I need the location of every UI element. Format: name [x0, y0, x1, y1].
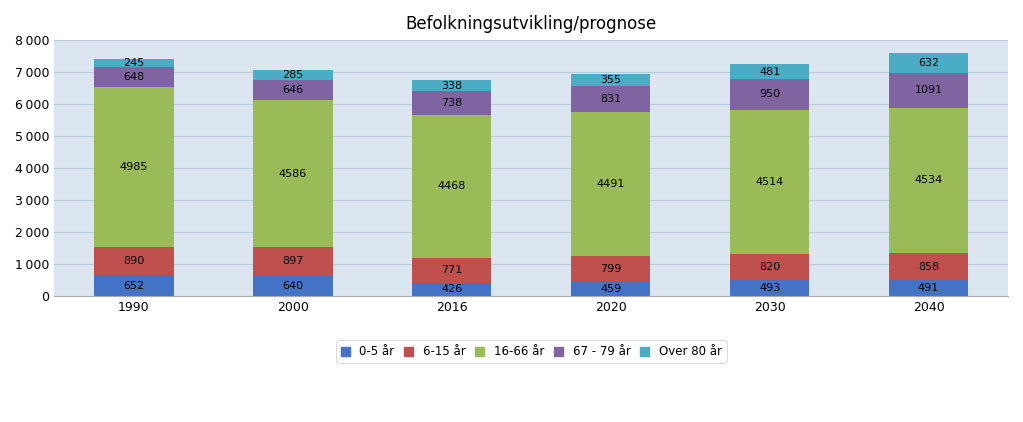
Text: 831: 831 — [601, 94, 621, 104]
Bar — [253, 70, 332, 79]
Text: 950: 950 — [759, 89, 781, 100]
Bar — [571, 112, 651, 256]
Bar — [253, 276, 332, 296]
Text: 646: 646 — [282, 85, 304, 95]
Bar — [889, 53, 968, 73]
Text: 4514: 4514 — [755, 177, 784, 187]
Text: 285: 285 — [282, 70, 304, 80]
Bar — [94, 275, 174, 296]
Bar — [729, 79, 809, 110]
Text: 426: 426 — [441, 284, 462, 294]
Text: 459: 459 — [601, 284, 621, 294]
Bar — [571, 281, 651, 296]
Text: 632: 632 — [918, 58, 939, 68]
Bar — [412, 81, 491, 91]
Bar — [412, 282, 491, 296]
Text: 1091: 1091 — [915, 85, 942, 95]
Bar — [571, 74, 651, 86]
Text: 897: 897 — [282, 256, 304, 266]
Text: 820: 820 — [759, 262, 781, 272]
Text: 481: 481 — [759, 67, 781, 76]
Text: 799: 799 — [599, 264, 621, 274]
Text: 245: 245 — [123, 57, 144, 68]
Text: 4586: 4586 — [278, 168, 307, 179]
Text: 652: 652 — [123, 281, 144, 291]
Bar — [889, 73, 968, 108]
Bar — [889, 281, 968, 296]
Bar — [889, 108, 968, 253]
Text: 338: 338 — [441, 81, 462, 91]
Bar — [253, 247, 332, 276]
Bar — [94, 59, 174, 67]
Bar — [253, 79, 332, 100]
Text: 4468: 4468 — [438, 181, 465, 191]
Text: 355: 355 — [601, 75, 621, 85]
Text: 738: 738 — [441, 98, 462, 108]
Text: 4985: 4985 — [120, 162, 148, 172]
Text: 493: 493 — [759, 283, 781, 293]
Bar — [729, 110, 809, 254]
Bar — [571, 256, 651, 281]
Bar — [412, 115, 491, 258]
Bar — [729, 64, 809, 79]
Bar — [94, 87, 174, 247]
Text: 890: 890 — [123, 256, 144, 266]
Bar — [412, 258, 491, 282]
Bar — [729, 254, 809, 280]
Text: 771: 771 — [441, 265, 462, 275]
Bar — [571, 86, 651, 112]
Text: 858: 858 — [918, 262, 939, 272]
Bar — [253, 100, 332, 247]
Text: 491: 491 — [918, 283, 939, 293]
Bar — [729, 280, 809, 296]
Legend: 0-5 år, 6-15 år, 16-66 år, 67 - 79 år, Over 80 år: 0-5 år, 6-15 år, 16-66 år, 67 - 79 år, O… — [336, 341, 726, 363]
Bar — [412, 91, 491, 115]
Bar — [94, 67, 174, 87]
Text: 640: 640 — [282, 281, 304, 291]
Bar — [94, 247, 174, 275]
Text: 4491: 4491 — [596, 179, 625, 189]
Text: 4534: 4534 — [915, 176, 942, 185]
Title: Befolkningsutvikling/prognose: Befolkningsutvikling/prognose — [405, 15, 657, 33]
Text: 648: 648 — [123, 72, 144, 82]
Bar — [889, 253, 968, 281]
